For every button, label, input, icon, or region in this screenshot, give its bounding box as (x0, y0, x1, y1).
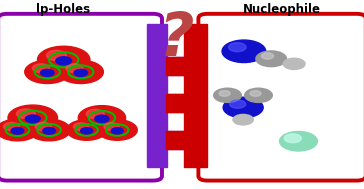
Circle shape (223, 97, 263, 118)
Bar (167, 131, 187, 149)
Circle shape (66, 64, 83, 73)
Circle shape (16, 109, 35, 119)
Circle shape (250, 91, 261, 96)
Circle shape (283, 58, 305, 70)
Bar (167, 94, 187, 112)
Circle shape (229, 43, 246, 52)
Circle shape (111, 128, 123, 134)
Bar (147, 24, 167, 167)
Circle shape (78, 106, 126, 130)
Circle shape (25, 115, 40, 123)
Bar (184, 24, 207, 167)
Circle shape (37, 46, 90, 73)
Circle shape (214, 88, 241, 102)
Circle shape (230, 100, 246, 108)
Text: lp-Holes: lp-Holes (36, 3, 90, 16)
FancyBboxPatch shape (198, 14, 364, 180)
Circle shape (261, 53, 274, 59)
Circle shape (40, 69, 54, 76)
Text: Nucleophile: Nucleophile (243, 3, 321, 16)
Circle shape (43, 128, 55, 134)
Circle shape (104, 123, 119, 131)
Circle shape (222, 40, 266, 63)
Circle shape (32, 64, 50, 73)
Circle shape (28, 119, 70, 141)
Circle shape (280, 132, 317, 151)
Circle shape (8, 105, 58, 131)
Circle shape (95, 115, 109, 122)
Circle shape (74, 69, 88, 76)
Circle shape (74, 123, 89, 131)
Bar (166, 94, 184, 112)
Bar (167, 57, 187, 75)
Circle shape (35, 122, 51, 131)
Circle shape (46, 50, 66, 60)
Bar (166, 131, 184, 149)
Circle shape (58, 60, 103, 84)
FancyBboxPatch shape (0, 14, 162, 180)
Circle shape (4, 122, 20, 131)
Circle shape (0, 119, 39, 141)
Circle shape (67, 120, 107, 140)
Circle shape (86, 109, 104, 119)
Bar (166, 57, 184, 75)
Text: ?: ? (159, 10, 194, 69)
Circle shape (284, 134, 301, 143)
Circle shape (11, 128, 24, 134)
Circle shape (80, 128, 92, 134)
Circle shape (97, 120, 137, 140)
Circle shape (25, 60, 70, 84)
Circle shape (233, 114, 253, 125)
Circle shape (256, 51, 286, 67)
Circle shape (245, 88, 272, 102)
Circle shape (56, 57, 72, 65)
Circle shape (219, 91, 230, 96)
